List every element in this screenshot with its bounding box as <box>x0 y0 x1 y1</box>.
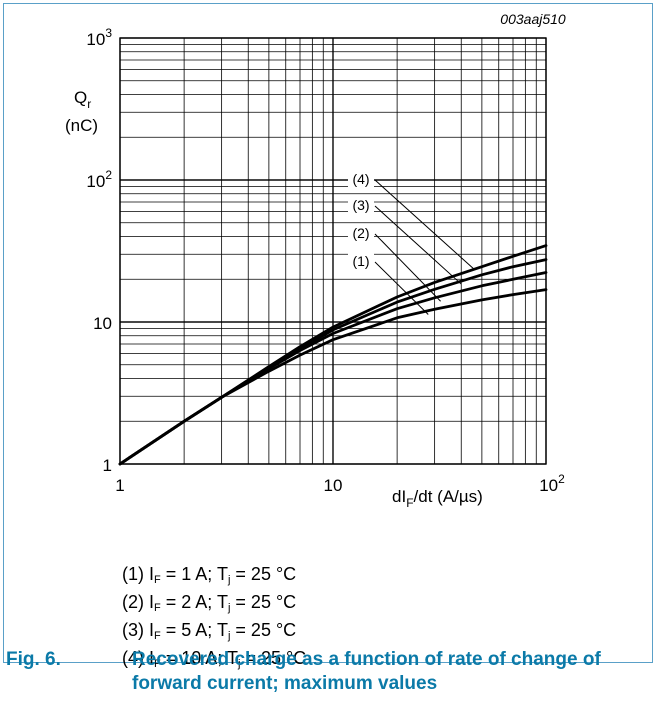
annotation-leader <box>374 205 462 285</box>
annotation-label: (1) <box>352 253 369 269</box>
chart: 1 10 102 1 10 102 103 (4) (3) (2) (1) 003aaj510 Q… <box>65 11 566 510</box>
legend-item: (1) IF = 1 A; Tj = 25 °C <box>122 564 297 586</box>
x-tick-label: 10 <box>324 476 343 495</box>
legend-item: (4) IF = 10 A; Tj = 25 °C <box>122 648 307 670</box>
curve-annotations: (4) (3) (2) (1) <box>348 171 475 315</box>
annotation-label: (3) <box>352 197 369 213</box>
annotation-label-bg <box>348 225 374 243</box>
legend-item: (2) IF = 2 A; Tj = 25 °C <box>122 592 297 614</box>
y-axis-label-unit: (nC) <box>65 116 98 135</box>
series-lines <box>118 244 548 466</box>
annotation-label-bg <box>348 171 374 189</box>
y-axis-label-symbol: Qr <box>74 88 91 111</box>
legend: (1) IF = 1 A; Tj = 25 °C (2) IF = 2 A; Tj… <box>122 563 306 675</box>
y-tick-label: 102 <box>86 168 112 191</box>
annotation-label: (4) <box>352 171 369 187</box>
figure-title: Recovered charge as a function of rate o… <box>132 649 601 694</box>
annotation-label-bg <box>348 253 374 271</box>
x-tick-label: 1 <box>115 476 124 495</box>
annotation-label: (2) <box>352 225 369 241</box>
figure-id: 003aaj510 <box>500 11 566 27</box>
axes <box>119 37 547 465</box>
tick-labels: 1 10 102 1 10 102 103 <box>86 26 565 495</box>
y-tick-label: 10 <box>93 314 112 333</box>
grid <box>119 37 547 465</box>
plot-border <box>119 37 547 465</box>
y-tick-label: 103 <box>86 26 112 49</box>
annotation-label-bg <box>348 197 374 215</box>
x-axis-label: dIF/dt (A/µs) <box>392 487 483 510</box>
series-line <box>118 244 548 466</box>
figure-frame <box>3 3 653 663</box>
x-tick-label: 102 <box>539 472 565 495</box>
figure-number: Fig. 6. <box>6 649 61 670</box>
annotation-leader <box>374 233 441 302</box>
annotation-leader <box>374 261 429 315</box>
legend-item: (3) IF = 5 A; Tj = 25 °C <box>122 620 297 642</box>
y-tick-label: 1 <box>103 456 112 475</box>
annotation-leader <box>374 179 475 270</box>
